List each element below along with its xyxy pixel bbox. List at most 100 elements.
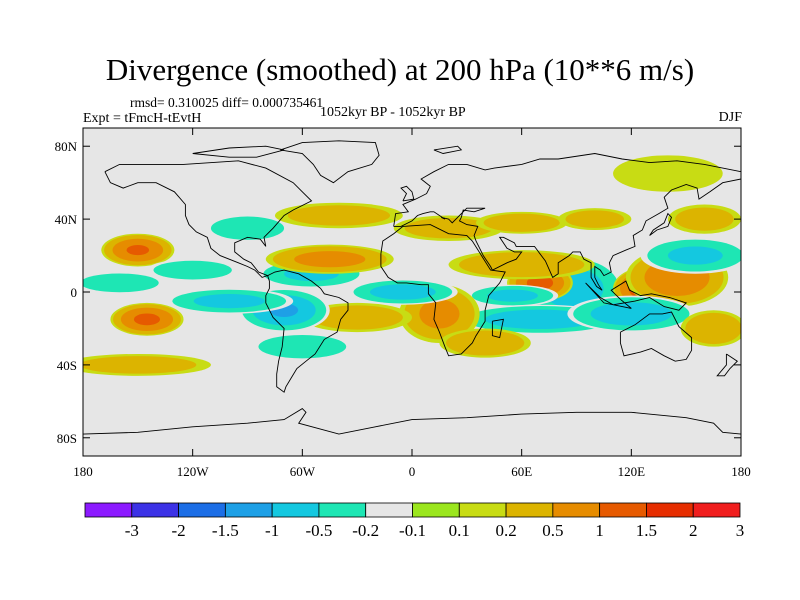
period-label: 1052kyr BP - 1052kyr BP [320,105,466,120]
colorbar-label: -0.2 [352,521,379,540]
contour-fill [210,216,285,240]
anomaly-13 [348,279,458,305]
coast-eurasia [393,153,741,291]
contour-fill [485,309,595,330]
anomaly-12 [439,328,531,358]
map-title: Divergence (smoothed) at 200 hPa (10**6 … [105,52,695,87]
anomaly-24 [274,202,403,229]
contour-fill [459,252,585,278]
colorbar-swatch [599,502,647,518]
colorbar-swatch [552,502,601,518]
coast-new-zealand [716,353,739,377]
lon-tick-label: 180 [73,464,93,479]
anomaly-26 [475,211,568,234]
colorbar-swatch [224,502,273,518]
contour-fill [83,356,197,374]
contour-fill [675,207,734,231]
lon-tick-label: 120W [177,464,210,479]
lon-tick-label: 60W [290,464,316,479]
coast-greenland [280,140,380,184]
anomaly-4 [640,237,741,274]
coast-madagascar [491,318,504,339]
anomaly-28 [667,204,741,234]
contour-fill [369,284,436,300]
contour-fill [133,313,161,326]
anomaly-33 [613,155,723,192]
contour-fill [685,312,741,345]
colorbar-swatch [692,502,741,518]
lat-tick-label: 40N [55,212,78,227]
contour-fill [590,302,673,326]
coast-indonesia [585,280,688,311]
colorbar-label: 0.2 [495,521,516,540]
colorbar-swatch [505,502,554,518]
coast-japan [649,212,673,236]
lat-tick-label: 40S [57,358,77,373]
lat-tick-label: 0 [71,285,78,300]
coast-africa [380,224,506,357]
colorbar-label: -0.5 [305,521,332,540]
anomaly-29 [83,353,211,376]
colorbar-label: -3 [125,521,139,540]
contour-fill [445,330,525,356]
colorbar-swatch [412,502,460,518]
contour-fill [613,155,723,192]
colorbar-label: 0.5 [542,521,563,540]
anomaly-18 [165,288,294,314]
contour-fill [565,210,625,228]
anomaly-31 [247,332,358,362]
anomaly-23 [201,213,294,243]
colorbar-swatch [178,502,226,518]
lon-tick-label: 120E [618,464,646,479]
anomaly-32 [338,149,413,187]
coast-britain [400,185,415,202]
coast-svalbard [433,145,463,154]
colorbar-swatch [458,502,507,518]
colorbar-swatch [318,502,367,518]
colorbar-swatch [131,502,179,518]
anomaly-19 [110,302,184,336]
coastlines [83,140,741,435]
colorbar-swatch [84,502,133,518]
contour-fill [83,273,159,293]
colorbar-label: -1 [265,521,279,540]
anomaly-9 [567,295,696,333]
anomaly-6 [448,250,595,280]
field-layer [83,149,741,376]
colorbar-label: 0.1 [449,521,470,540]
contour-fill [483,213,560,232]
anomaly-27 [558,208,632,231]
colorbar-label: -0.1 [399,521,426,540]
colorbar-label: 1.5 [636,521,657,540]
coast-antarctica [83,408,741,435]
lon-tick-label: 0 [409,464,416,479]
contour-fill [153,260,232,280]
colorbar-label: 3 [736,521,745,540]
contour-fill [404,218,493,239]
contour-fill [311,305,403,330]
colorbar-swatch [271,502,320,518]
anomaly-7 [466,284,559,307]
contour-fill [487,289,538,302]
stats-text: rmsd= 0.310025 diff= 0.000735461 [130,95,324,110]
contour-fill [419,299,460,329]
contour-fill [338,149,413,187]
lat-axis: 80N 40N 0 40S 80S [55,139,741,446]
season-label: DJF [718,110,742,125]
lat-tick-label: 80S [57,431,77,446]
colorbar-swatch [365,502,413,518]
anomaly-30 [680,310,741,347]
colorbar-swatch [646,502,694,518]
anomaly-25 [393,215,504,241]
lon-axis: 180 120W 60W 0 60E 120E 180 [73,128,751,479]
coast-arctic-islands [192,145,285,158]
contour-fill [258,335,347,359]
contour-fill [294,251,366,268]
experiment-label: Expt = tFmcH-tEvtH [83,111,202,126]
coast-south-america [265,269,349,393]
contour-fill [287,205,391,226]
coast-north-america [104,160,313,278]
lat-tick-label: 80N [55,139,78,154]
colorbar-label: -1.5 [212,521,239,540]
colorbar-label: -2 [171,521,185,540]
